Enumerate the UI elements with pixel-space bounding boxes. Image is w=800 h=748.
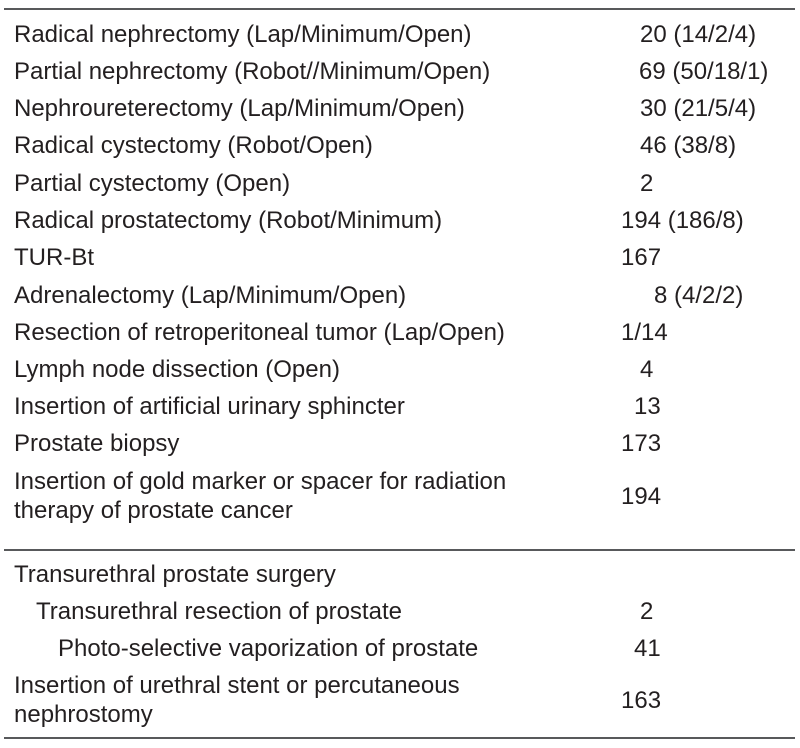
procedure-count: 1/14 bbox=[621, 319, 668, 346]
procedure-label: Radical prostatectomy (Robot/Minimum) bbox=[14, 207, 443, 234]
table-section-rule bbox=[4, 549, 795, 551]
table-bottom-rule bbox=[4, 737, 795, 739]
procedure-count: 167 bbox=[621, 244, 662, 271]
procedure-label-line: Insertion of gold marker or spacer for r… bbox=[14, 468, 507, 495]
procedure-count: 194 bbox=[621, 483, 662, 510]
procedure-count: 41 bbox=[634, 635, 661, 662]
procedure-label: Resection of retroperitoneal tumor (Lap/… bbox=[14, 319, 505, 346]
procedure-label-line: therapy of prostate cancer bbox=[14, 497, 293, 524]
procedure-count: 30 (21/5/4) bbox=[640, 95, 757, 122]
procedure-label: Insertion of urethral stent or percutane… bbox=[14, 671, 460, 729]
procedure-count: 69 (50/18/1) bbox=[639, 58, 769, 85]
procedure-label: Radical cystectomy (Robot/Open) bbox=[14, 132, 373, 159]
procedure-label: Radical nephrectomy (Lap/Minimum/Open) bbox=[14, 21, 472, 48]
procedure-label: Transurethral resection of prostate bbox=[36, 598, 402, 625]
procedure-label: Adrenalectomy (Lap/Minimum/Open) bbox=[14, 282, 407, 309]
procedure-group-label: Transurethral prostate surgery bbox=[14, 561, 336, 588]
procedure-label: Partial nephrectomy (Robot//Minimum/Open… bbox=[14, 58, 491, 85]
procedure-label: Prostate biopsy bbox=[14, 430, 180, 457]
procedure-label-line: nephrostomy bbox=[14, 701, 153, 728]
procedure-label: TUR-Bt bbox=[14, 244, 94, 271]
procedure-label: Photo-selective vaporization of prostate bbox=[58, 635, 479, 662]
procedure-count: 2 bbox=[640, 598, 654, 625]
procedure-count: 173 bbox=[621, 430, 662, 457]
procedure-count: 8 (4/2/2) bbox=[654, 282, 744, 309]
table-top-rule bbox=[4, 8, 795, 10]
procedure-count: 163 bbox=[621, 687, 662, 714]
procedure-label: Insertion of artificial urinary sphincte… bbox=[14, 393, 405, 420]
procedure-count: 4 bbox=[640, 356, 654, 383]
procedure-count: 13 bbox=[634, 393, 661, 420]
procedure-count: 194 (186/8) bbox=[621, 207, 744, 234]
procedure-label: Lymph node dissection (Open) bbox=[14, 356, 340, 383]
procedure-label: Partial cystectomy (Open) bbox=[14, 170, 291, 197]
procedure-count: 2 bbox=[640, 170, 654, 197]
procedure-label: Insertion of gold marker or spacer for r… bbox=[14, 467, 506, 525]
procedure-count: 20 (14/2/4) bbox=[640, 21, 757, 48]
procedure-count: 46 (38/8) bbox=[640, 132, 737, 159]
procedure-label-line: Insertion of urethral stent or percutane… bbox=[14, 672, 460, 699]
procedure-label: Nephroureterectomy (Lap/Minimum/Open) bbox=[14, 95, 465, 122]
